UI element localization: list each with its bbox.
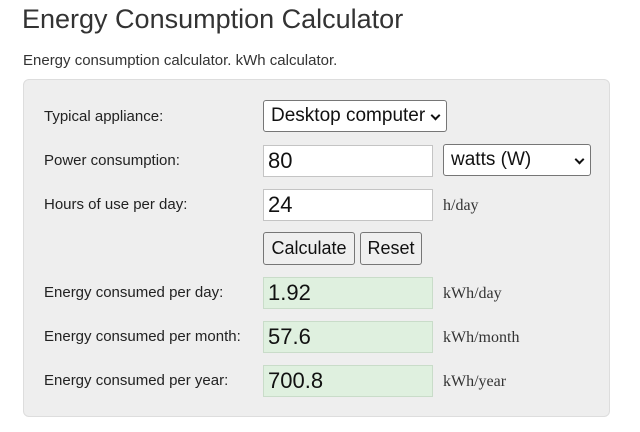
page-title: Energy Consumption Calculator [22, 4, 404, 34]
hours-input[interactable]: 24 [263, 189, 433, 221]
reset-button[interactable]: Reset [360, 232, 422, 265]
calculate-button[interactable]: Calculate [263, 232, 355, 265]
appliance-select-value: Desktop computer [271, 105, 426, 126]
energy-per-month-label: Energy consumed per month: [44, 328, 241, 345]
energy-per-year-output[interactable]: 700.8 [263, 365, 433, 397]
chevron-down-icon [430, 110, 441, 121]
energy-per-year-unit: kWh/year [443, 373, 507, 390]
energy-per-day-label: Energy consumed per day: [44, 284, 224, 301]
chevron-down-icon [574, 154, 585, 165]
energy-per-month-unit: kWh/month [443, 329, 520, 346]
energy-per-day-output[interactable]: 1.92 [263, 277, 433, 309]
appliance-select[interactable]: Desktop computer [263, 100, 447, 132]
appliance-label: Typical appliance: [44, 108, 164, 125]
power-label: Power consumption: [44, 152, 180, 169]
power-unit-select-value: watts (W) [451, 149, 532, 170]
page-subtitle: Energy consumption calculator. kWh calcu… [23, 52, 338, 69]
power-input[interactable]: 80 [263, 145, 433, 177]
hours-label: Hours of use per day: [44, 196, 188, 213]
power-unit-select[interactable]: watts (W) [443, 144, 591, 176]
energy-per-month-output[interactable]: 57.6 [263, 321, 433, 353]
energy-per-day-unit: kWh/day [443, 285, 502, 302]
hours-unit: h/day [443, 197, 479, 214]
calculator-panel: Typical appliance: Desktop computer Powe… [23, 79, 610, 417]
energy-per-year-label: Energy consumed per year: [44, 372, 229, 389]
